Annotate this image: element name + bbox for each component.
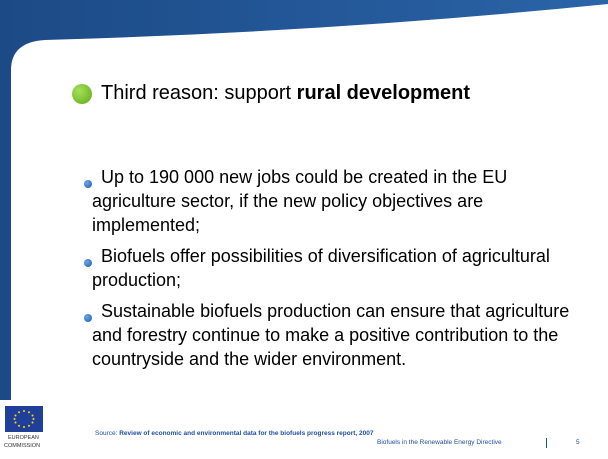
footer-area [0, 400, 608, 459]
bullet-dot [84, 180, 92, 188]
source: Source: Review of economic and environme… [95, 430, 374, 437]
bullet-text: Biofuels offer possibilities of diversif… [92, 246, 550, 290]
bullet-text: Sustainable biofuels production can ensu… [92, 301, 570, 369]
heading-text: Third reason: support [101, 82, 297, 104]
heading-bold: rural development [296, 82, 471, 104]
eu-flag [5, 406, 43, 432]
source-label: Source: [95, 430, 120, 437]
heading: Third reason: support rural development [101, 82, 470, 105]
separator [546, 438, 547, 448]
deck-title: Biofuels in the Renewable Energy Directi… [377, 439, 502, 446]
bullet-text: Up to 190 000 new jobs could be created … [92, 167, 508, 235]
bullet-dot [84, 314, 92, 322]
eu-stars [13, 410, 35, 428]
heading-bullet [72, 84, 92, 104]
logo-text: COMMISSION [4, 443, 41, 449]
page-number: 5 [576, 439, 580, 446]
logo-text: EUROPEAN [8, 435, 39, 441]
source-title: Review of economic and environmental dat… [119, 430, 374, 437]
content-area [11, 4, 608, 459]
bullet-dot [84, 259, 92, 267]
